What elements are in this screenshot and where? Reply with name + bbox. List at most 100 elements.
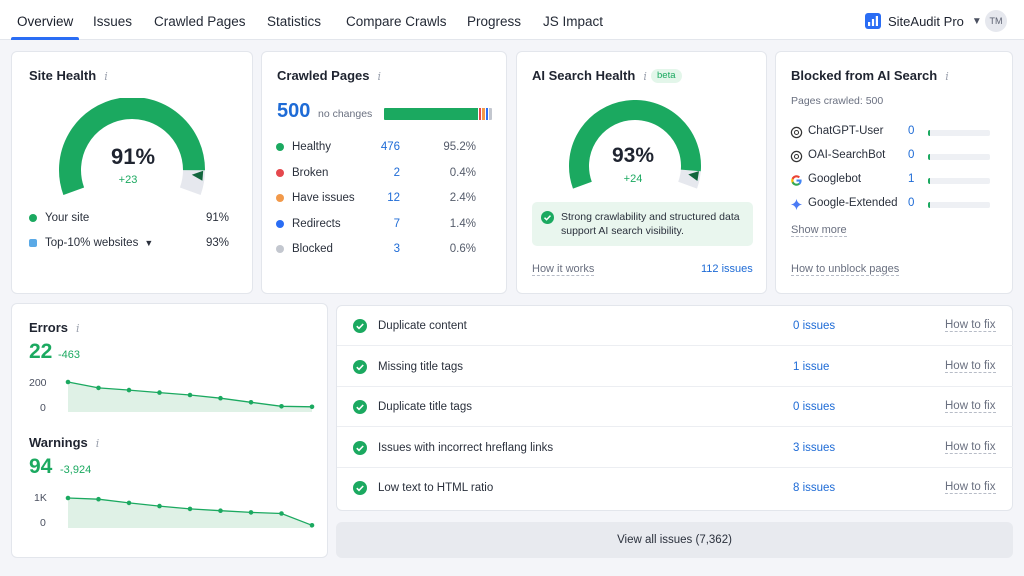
tab-crawled-pages[interactable]: Crawled Pages xyxy=(154,14,246,29)
crawled-total[interactable]: 500 xyxy=(277,100,311,122)
warnings-trend-point[interactable] xyxy=(218,508,223,513)
show-more-link[interactable]: Show more xyxy=(791,224,847,237)
bot-row-oai-searchbot: OAI-SearchBot 0 xyxy=(790,149,992,165)
info-icon[interactable]: i xyxy=(95,437,100,450)
view-all-issues-button[interactable]: View all issues (7,362) xyxy=(336,522,1013,558)
crawled-row-have-issues: Have issues 12 2.4% xyxy=(276,192,476,208)
issue-count-link[interactable]: 1 issue xyxy=(793,360,830,373)
gauge-fill xyxy=(59,98,206,195)
warnings-count[interactable]: 94 xyxy=(29,455,53,478)
tab-issues[interactable]: Issues xyxy=(93,14,133,29)
tab-statistics[interactable]: Statistics xyxy=(267,14,322,29)
crawled-row-blocked: Blocked 3 0.6% xyxy=(276,243,476,259)
warnings-delta: -3,924 xyxy=(60,464,92,476)
issue-label: Duplicate content xyxy=(378,320,467,332)
bot-bar xyxy=(928,202,990,208)
warnings-trend-point[interactable] xyxy=(65,495,71,501)
stacked-segment-redirects xyxy=(485,108,489,120)
how-to-unblock-link[interactable]: How to unblock pages xyxy=(791,263,900,276)
status-dot-icon xyxy=(276,245,284,253)
how-to-fix-link[interactable]: How to fix xyxy=(945,481,996,494)
errors-trend-point[interactable] xyxy=(157,390,162,395)
errors-trend-point[interactable] xyxy=(309,404,315,410)
ai-issues-link[interactable]: 112 issues xyxy=(701,263,753,275)
warnings-title: Warnings i xyxy=(29,435,100,450)
brand-logo-icon xyxy=(865,13,881,29)
issue-label: Duplicate title tags xyxy=(378,401,472,413)
ai-health-note-text: Strong crawlability and structured data … xyxy=(561,211,740,237)
ai-health-note: Strong crawlability and structured data … xyxy=(532,202,753,246)
status-dot-icon xyxy=(276,143,284,151)
bot-bar xyxy=(928,130,990,136)
info-icon[interactable]: i xyxy=(104,70,108,83)
warnings-trend-point[interactable] xyxy=(248,510,254,515)
project-switcher[interactable]: SiteAudit Pro ▼ xyxy=(864,10,982,32)
errors-trend-point[interactable] xyxy=(248,400,254,405)
crawled-row-healthy: Healthy 476 95.2% xyxy=(276,141,476,157)
errors-trend-chart xyxy=(65,379,315,412)
issue-label: Missing title tags xyxy=(378,360,464,373)
errors-trend-point[interactable] xyxy=(218,395,223,401)
warnings-trend-point[interactable] xyxy=(96,496,101,502)
errors-title: Errors i xyxy=(29,320,80,335)
openai-icon xyxy=(790,126,803,139)
how-it-works-link[interactable]: How it works xyxy=(532,263,595,276)
blocked-ai-title: Blocked from AI Search i xyxy=(791,68,949,83)
issue-count-link[interactable]: 3 issues xyxy=(793,441,836,454)
errors-trend-point[interactable] xyxy=(187,392,193,398)
stacked-segment-have-issues xyxy=(482,108,485,120)
errors-trend-point[interactable] xyxy=(96,385,101,391)
blocked-from-ai-card: Blocked from AI Search i Pages crawled: 5… xyxy=(775,51,1013,294)
errors-trend-point[interactable] xyxy=(65,379,71,385)
info-icon[interactable]: i xyxy=(377,70,382,83)
warnings-trend-point[interactable] xyxy=(279,511,284,516)
errors-trend-point[interactable] xyxy=(126,387,132,393)
warnings-trend-point[interactable] xyxy=(157,503,162,509)
tab-js-impact[interactable]: JS Impact xyxy=(543,14,604,29)
issue-row: Low text to HTML ratio 8 issues How to fix xyxy=(337,468,1013,508)
crawled-row-redirects: Redirects 7 1.4% xyxy=(276,218,476,234)
site-health-gauge xyxy=(59,98,206,195)
green-dot-icon xyxy=(29,214,37,222)
stacked-segment-broken xyxy=(478,108,482,120)
status-dot-icon xyxy=(276,168,284,177)
how-to-fix-link[interactable]: How to fix xyxy=(945,440,996,454)
chevron-down-icon: ▼ xyxy=(144,238,154,248)
warnings-trend-point[interactable] xyxy=(126,500,132,506)
how-to-fix-link[interactable]: How to fix xyxy=(945,319,996,332)
how-to-fix-link[interactable]: How to fix xyxy=(945,359,996,373)
check-circle-icon xyxy=(353,359,367,374)
tab-overview[interactable]: Overview xyxy=(10,0,80,40)
warnings-trend-point[interactable] xyxy=(187,506,193,512)
avatar[interactable]: TM xyxy=(985,10,1007,32)
site-health-delta: +23 xyxy=(118,174,138,186)
chevron-down-icon: ▼ xyxy=(971,15,982,27)
warnings-trend-point[interactable] xyxy=(309,523,315,528)
bot-row-chatgpt: ChatGPT-User 0 xyxy=(790,125,992,141)
errors-trend-point[interactable] xyxy=(279,404,284,409)
ai-health-delta: +24 xyxy=(623,173,643,185)
info-icon[interactable]: i xyxy=(76,322,80,335)
info-icon[interactable]: i xyxy=(643,70,647,83)
status-dot-icon xyxy=(276,219,284,228)
site-health-title: Site Health i xyxy=(29,68,108,83)
tab-compare-crawls[interactable]: Compare Crawls xyxy=(346,14,447,29)
blue-square-icon xyxy=(29,239,37,247)
brand-name: SiteAudit Pro xyxy=(888,13,964,29)
errors-count[interactable]: 22 xyxy=(29,340,53,363)
issue-count-link[interactable]: 0 issues xyxy=(793,401,836,413)
tab-progress[interactable]: Progress xyxy=(467,14,522,29)
issue-count-link[interactable]: 0 issues xyxy=(793,320,836,332)
site-health-card: Site Health i 91% +23 Your site 91% Top-1… xyxy=(11,51,253,294)
info-icon[interactable]: i xyxy=(945,70,949,83)
warnings-trend-area xyxy=(68,498,312,528)
issue-row: Missing title tags 1 issue How to fix xyxy=(337,347,1013,387)
crawled-change: no changes xyxy=(318,108,373,120)
how-to-fix-link[interactable]: How to fix xyxy=(945,400,996,413)
crawled-pages-title: Crawled Pages i xyxy=(277,68,382,83)
errors-warnings-card: Errors i 22 -463 200 0 Warnings i 94 -3,92… xyxy=(11,303,328,558)
top-websites-dropdown[interactable]: Top-10% websites ▼ xyxy=(29,237,153,249)
benchmark-marker-icon xyxy=(191,170,204,181)
gemini-icon xyxy=(790,198,803,211)
issue-count-link[interactable]: 8 issues xyxy=(793,482,836,494)
